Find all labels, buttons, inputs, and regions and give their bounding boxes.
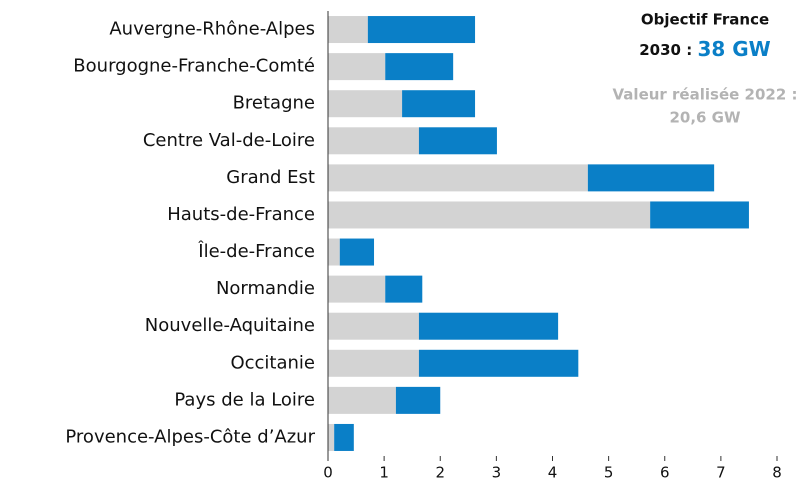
bar-segment: [328, 349, 419, 377]
x-tick-label: 0: [323, 464, 333, 482]
bar-segment: [328, 275, 386, 303]
x-tick-label: 3: [492, 464, 502, 482]
bar-segment: [418, 312, 559, 340]
x-tick-label: 6: [660, 464, 670, 482]
realized-title: Valeur réalisée 2022 :: [613, 86, 798, 104]
bar-segment: [328, 164, 588, 192]
bar-segment: [328, 127, 419, 155]
category-label: Pays de la Loire: [174, 389, 315, 410]
target-title: Objectif France: [641, 11, 769, 29]
target-year: 2030 :: [639, 41, 692, 59]
category-label: Normandie: [216, 278, 315, 299]
target-value: 38 GW: [697, 37, 770, 61]
bar-segment: [328, 386, 396, 414]
category-label: Provence-Alpes-Côte d’Azur: [65, 426, 315, 447]
bar-segment: [418, 127, 497, 155]
bar-segment: [328, 16, 368, 44]
bar-segment: [334, 423, 354, 451]
bar-segment: [395, 386, 441, 414]
x-tick-label: 5: [604, 464, 614, 482]
category-label: Centre Val-de-Loire: [143, 130, 315, 151]
bar-segment: [328, 201, 651, 229]
bar-segment: [328, 423, 335, 451]
bar-segment: [328, 53, 386, 81]
category-label: Hauts-de-France: [167, 204, 315, 225]
category-label: Occitanie: [230, 352, 315, 373]
category-label: Nouvelle-Aquitaine: [145, 315, 315, 336]
category-label: Grand Est: [226, 167, 315, 188]
bar-segment: [339, 238, 375, 266]
x-tick-label: 4: [548, 464, 558, 482]
x-tick-label: 7: [716, 464, 726, 482]
bar-segment: [328, 90, 403, 118]
category-label: Île-de-France: [197, 240, 315, 262]
bar-segment: [367, 16, 476, 44]
realized-value: 20,6 GW: [669, 109, 741, 127]
bar-segment: [385, 53, 454, 81]
target-line: 2030 : 38 GW: [639, 37, 770, 61]
bar-segment: [328, 238, 340, 266]
x-tick-label: 8: [772, 464, 782, 482]
category-label: Bretagne: [233, 93, 315, 114]
x-tick-label: 2: [435, 464, 445, 482]
bar-segment: [650, 201, 749, 229]
category-label: Bourgogne-Franche-Comté: [73, 56, 315, 77]
category-label: Auvergne-Rhône-Alpes: [109, 19, 315, 40]
bar-segment: [587, 164, 715, 192]
bar-segment: [385, 275, 423, 303]
bar-segment: [328, 312, 419, 340]
bar-segment: [402, 90, 476, 118]
bar-segment: [418, 349, 579, 377]
x-tick-label: 1: [379, 464, 389, 482]
